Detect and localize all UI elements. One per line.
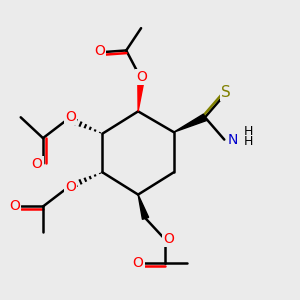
- Text: H: H: [243, 136, 253, 148]
- Polygon shape: [138, 195, 149, 219]
- Text: O: O: [94, 44, 105, 58]
- Text: O: O: [136, 70, 147, 84]
- Text: O: O: [163, 232, 174, 246]
- Polygon shape: [174, 114, 206, 132]
- Text: O: O: [65, 110, 76, 124]
- Text: O: O: [65, 180, 76, 194]
- Polygon shape: [138, 78, 144, 111]
- Text: N: N: [227, 133, 238, 147]
- Text: O: O: [133, 256, 143, 270]
- Text: O: O: [9, 200, 20, 214]
- Text: S: S: [221, 85, 231, 100]
- Text: H: H: [243, 125, 253, 138]
- Text: O: O: [32, 157, 43, 171]
